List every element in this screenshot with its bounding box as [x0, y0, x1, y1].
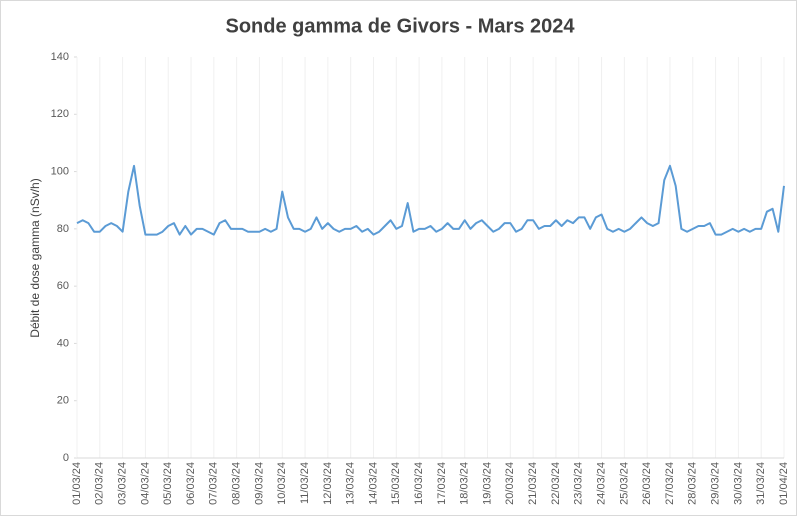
- x-tick-label: 07/03/24: [208, 462, 220, 505]
- x-tick-label: 16/03/24: [413, 462, 425, 505]
- y-tick-label: 0: [63, 452, 69, 464]
- x-tick-label: 27/03/24: [664, 462, 676, 505]
- x-tick-label: 24/03/24: [595, 462, 607, 505]
- y-tick-label: 120: [51, 108, 69, 120]
- x-tick-label: 01/04/24: [778, 462, 790, 505]
- x-tick-label: 06/03/24: [185, 462, 197, 505]
- x-tick-label: 17/03/24: [436, 462, 448, 505]
- x-tick-label: 12/03/24: [322, 462, 334, 505]
- x-tick-label: 03/03/24: [117, 462, 129, 505]
- y-tick-label: 80: [57, 223, 69, 235]
- x-tick-label: 28/03/24: [687, 462, 699, 505]
- series-line: [76, 164, 785, 236]
- x-tick-label: 14/03/24: [367, 462, 379, 505]
- x-tick-label: 19/03/24: [481, 462, 493, 505]
- x-tick-label: 22/03/24: [550, 462, 562, 505]
- x-tick-label: 02/03/24: [94, 462, 106, 505]
- chart-title: Sonde gamma de Givors - Mars 2024: [225, 15, 575, 37]
- x-tick-label: 21/03/24: [527, 462, 539, 505]
- y-axis-title: Débit de dose gamma (nSv/h): [28, 178, 42, 337]
- x-tick-label: 15/03/24: [390, 462, 402, 505]
- y-tick-label: 40: [57, 337, 69, 349]
- x-tick-label: 13/03/24: [345, 462, 357, 505]
- x-tick-label: 10/03/24: [276, 462, 288, 505]
- x-tick-label: 18/03/24: [459, 462, 471, 505]
- y-tick-label: 60: [57, 280, 69, 292]
- x-tick-label: 29/03/24: [709, 462, 721, 505]
- x-tick-label: 30/03/24: [732, 462, 744, 505]
- x-tick-label: 05/03/24: [162, 462, 174, 505]
- y-tick-label: 100: [51, 165, 69, 177]
- x-tick-label: 26/03/24: [641, 462, 653, 505]
- y-tick-label: 140: [51, 51, 69, 63]
- x-tick-label: 11/03/24: [299, 462, 311, 504]
- x-tick-label: 20/03/24: [504, 462, 516, 505]
- x-tick-label: 09/03/24: [253, 462, 265, 505]
- x-tick-label: 23/03/24: [573, 462, 585, 505]
- x-tick-label: 08/03/24: [231, 462, 243, 505]
- x-tick-label: 04/03/24: [139, 462, 151, 505]
- x-tick-label: 01/03/24: [71, 462, 83, 505]
- x-tick-label: 31/03/24: [755, 462, 767, 505]
- x-tick-label: 25/03/24: [618, 462, 630, 505]
- y-tick-label: 20: [57, 395, 69, 407]
